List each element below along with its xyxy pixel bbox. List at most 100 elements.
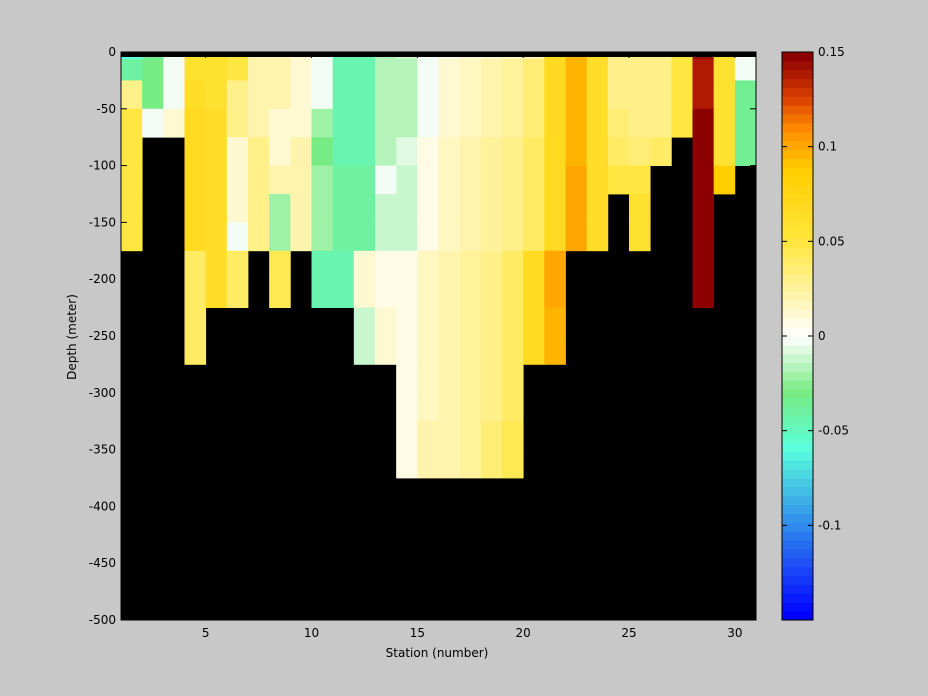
heatmap-cell bbox=[226, 137, 249, 166]
heatmap-cell bbox=[438, 449, 461, 479]
heatmap-cell bbox=[692, 137, 715, 166]
colorbar-segment bbox=[782, 96, 813, 106]
y-tick-label: 0 bbox=[108, 45, 116, 59]
heatmap-cell bbox=[607, 59, 630, 81]
heatmap-cell bbox=[290, 59, 312, 81]
heatmap-cell bbox=[311, 165, 334, 195]
heatmap-cell bbox=[459, 222, 482, 252]
heatmap-cell bbox=[375, 80, 397, 110]
heatmap-cell bbox=[607, 165, 630, 195]
heatmap-cell bbox=[375, 194, 397, 223]
heatmap-cell bbox=[375, 222, 397, 252]
heatmap-cell bbox=[459, 392, 482, 422]
heatmap-cell bbox=[629, 137, 651, 166]
colorbar-segment bbox=[782, 424, 813, 435]
colorbar-segment bbox=[782, 167, 813, 177]
heatmap-cell bbox=[184, 336, 207, 365]
heatmap-cell bbox=[353, 165, 376, 195]
heatmap-cell bbox=[163, 108, 185, 138]
heatmap-cell bbox=[480, 165, 503, 195]
heatmap-cell bbox=[459, 194, 482, 223]
heatmap-cell bbox=[332, 80, 355, 110]
y-tick-label: -250 bbox=[89, 329, 116, 343]
y-axis-label: Depth (meter) bbox=[65, 294, 79, 380]
heatmap-cell bbox=[353, 307, 376, 337]
heatmap-cell bbox=[629, 194, 651, 223]
colorbar-segment bbox=[782, 380, 813, 390]
colorbar-segment bbox=[782, 211, 813, 222]
colorbar-segment bbox=[782, 300, 813, 310]
colorbar-segment bbox=[782, 220, 813, 230]
colorbar-segment bbox=[782, 87, 813, 97]
colorbar-segment bbox=[782, 256, 813, 266]
heatmap-cell bbox=[502, 222, 524, 252]
heatmap-cell bbox=[480, 364, 503, 394]
heatmap-cell bbox=[269, 250, 291, 280]
heatmap-cell bbox=[396, 364, 418, 394]
heatmap-cell bbox=[417, 307, 439, 337]
colorbar-segment bbox=[782, 486, 813, 497]
heatmap-cell bbox=[396, 250, 418, 280]
heatmap-cell bbox=[650, 108, 672, 138]
colorbar-segment bbox=[782, 185, 813, 195]
heatmap-cell bbox=[184, 165, 207, 195]
heatmap-cell bbox=[375, 307, 397, 337]
colorbar-segment bbox=[782, 433, 813, 443]
heatmap-cell bbox=[523, 250, 545, 280]
y-axis: 0 -50 -100 -150 -200 -250 -300 -350 -400 -450 -500 bbox=[89, 45, 756, 627]
colorbar-segment bbox=[782, 265, 813, 275]
y-tick-label: -450 bbox=[89, 556, 116, 570]
heatmap-cell bbox=[375, 108, 397, 138]
heatmap-cell bbox=[353, 59, 376, 81]
heatmap-cell bbox=[290, 222, 312, 252]
colorbar-segment bbox=[782, 557, 813, 568]
heatmap-cell bbox=[121, 165, 143, 195]
heatmap-cell bbox=[332, 279, 355, 308]
heatmap-cell bbox=[629, 222, 651, 252]
y-tick-label: -300 bbox=[89, 386, 116, 400]
heatmap-cell bbox=[396, 449, 418, 479]
colorbar-segment bbox=[782, 140, 813, 151]
colorbar: 0.15 0.1 0.05 0 -0.05 -0.1 bbox=[781, 45, 849, 621]
colorbar-segment bbox=[782, 52, 813, 62]
colorbar-segment bbox=[782, 238, 813, 248]
heatmap-cell bbox=[692, 80, 715, 110]
heatmap-cell bbox=[417, 279, 439, 308]
heatmap-cell bbox=[226, 165, 249, 195]
heatmap-cell bbox=[290, 108, 312, 138]
heatmap-cell bbox=[248, 59, 270, 81]
colorbar-segment bbox=[782, 460, 813, 470]
heatmap-cell bbox=[502, 137, 524, 166]
heatmap-cell bbox=[650, 80, 672, 110]
heatmap-cell bbox=[544, 307, 566, 337]
heatmap-cell bbox=[502, 336, 524, 365]
heatmap-cell bbox=[459, 364, 482, 394]
heatmap-cell bbox=[311, 194, 334, 223]
heatmap-cell bbox=[396, 137, 418, 166]
colorbar-segment bbox=[782, 478, 813, 488]
y-tick-label: -200 bbox=[89, 272, 116, 286]
heatmap-cell bbox=[184, 279, 207, 308]
heatmap-cell bbox=[396, 194, 418, 223]
colorbar-segment bbox=[782, 131, 813, 142]
heatmap-cell bbox=[417, 59, 439, 81]
heatmap-cell bbox=[353, 250, 376, 280]
heatmap-cell bbox=[586, 137, 609, 166]
heatmap-cell bbox=[353, 80, 376, 110]
heatmap-cell bbox=[692, 108, 715, 138]
heatmap-cell bbox=[438, 307, 461, 337]
heatmap-cell bbox=[205, 108, 228, 138]
heatmap-cell bbox=[480, 449, 503, 479]
heatmap-cell bbox=[311, 137, 334, 166]
x-tick-label: 5 bbox=[202, 626, 210, 640]
heatmap-cell bbox=[205, 80, 228, 110]
heatmap-cell bbox=[184, 307, 207, 337]
heatmap-cell bbox=[438, 80, 461, 110]
heatmap-cell bbox=[502, 364, 524, 394]
heatmap-cell bbox=[311, 250, 334, 280]
heatmap-cell bbox=[502, 449, 524, 479]
heatmap-cell bbox=[502, 307, 524, 337]
colorbar-segment bbox=[782, 247, 813, 257]
colorbar-segment bbox=[782, 114, 813, 124]
colorbar-segment bbox=[782, 504, 813, 514]
